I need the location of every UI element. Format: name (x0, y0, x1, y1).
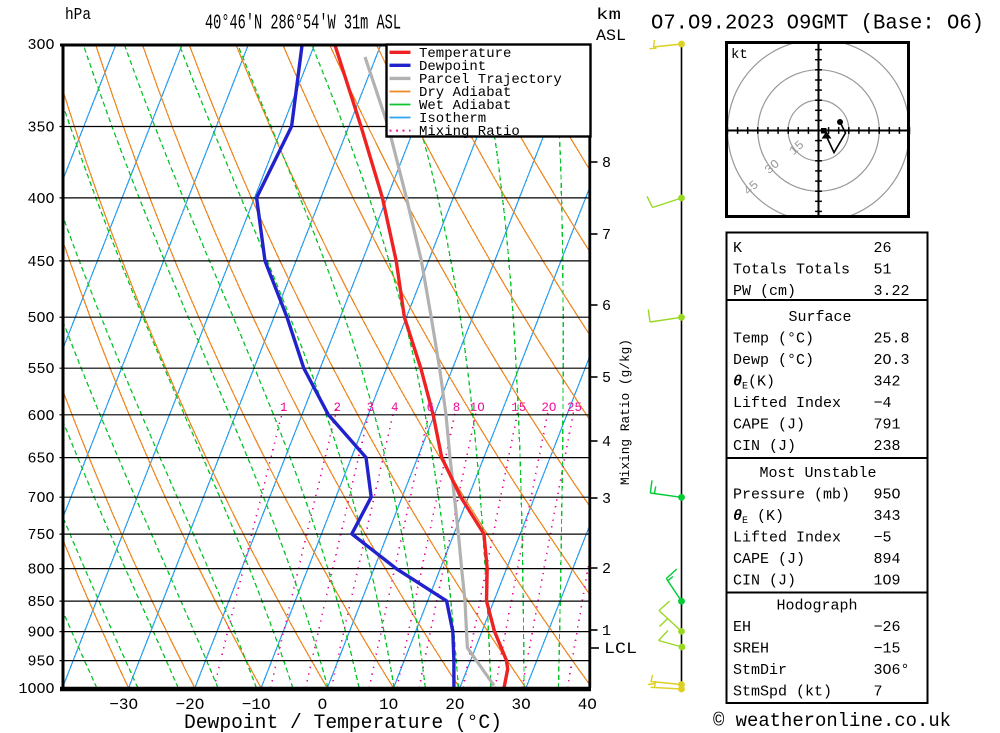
svg-text:343: 343 (874, 508, 901, 525)
svg-text:5OO: 5OO (27, 310, 54, 327)
svg-text:Wet Adiabat: Wet Adiabat (419, 98, 511, 114)
svg-text:65O: 65O (27, 451, 54, 468)
svg-text:1O9: 1O9 (874, 573, 901, 590)
svg-text:2O.3: 2O.3 (874, 352, 910, 369)
svg-text:85O: 85O (27, 594, 54, 611)
svg-text:O7.O9.2O23 O9GMT (Base: O6): O7.O9.2O23 O9GMT (Base: O6) (651, 13, 984, 36)
svg-text:45O: 45O (27, 254, 54, 271)
svg-text:51: 51 (874, 262, 892, 279)
svg-text:© weatheronline.co.uk: © weatheronline.co.uk (713, 710, 951, 732)
svg-text:Parcel Trajectory: Parcel Trajectory (419, 72, 562, 88)
svg-text:Isotherm: Isotherm (419, 111, 486, 127)
svg-text:26: 26 (874, 240, 892, 257)
svg-text:ASL: ASL (596, 27, 626, 45)
svg-text:25: 25 (567, 401, 582, 415)
svg-text:342: 342 (874, 374, 901, 391)
svg-text:−3O: −3O (109, 696, 138, 714)
svg-text:Dewp (°C): Dewp (°C) (733, 352, 814, 369)
svg-text:8OO: 8OO (27, 562, 54, 579)
svg-text:1OOO: 1OOO (18, 681, 54, 698)
svg-text:95O: 95O (874, 487, 901, 504)
svg-text:3OO: 3OO (27, 37, 54, 54)
svg-text:StmDir: StmDir (733, 662, 787, 679)
svg-text:5: 5 (602, 370, 611, 387)
svg-text:LCL: LCL (604, 640, 637, 658)
svg-text:StmSpd (kt): StmSpd (kt) (733, 684, 832, 701)
svg-text:3.22: 3.22 (874, 283, 910, 300)
svg-text:Mixing Ratio: Mixing Ratio (419, 124, 520, 140)
svg-text:EH: EH (733, 619, 751, 636)
svg-text:3: 3 (367, 401, 375, 415)
svg-text:Temp (°C): Temp (°C) (733, 331, 814, 348)
svg-text:CAPE (J): CAPE (J) (733, 551, 805, 568)
svg-text:−4: −4 (874, 395, 892, 412)
svg-text:SREH: SREH (733, 641, 769, 658)
svg-text:8: 8 (453, 401, 461, 415)
svg-text:9OO: 9OO (27, 625, 54, 642)
svg-text:75O: 75O (27, 527, 54, 544)
svg-text:K: K (733, 240, 742, 257)
svg-text:4O: 4O (578, 696, 597, 714)
svg-text:Dewpoint: Dewpoint (419, 59, 486, 75)
svg-text:894: 894 (874, 551, 901, 568)
svg-text:Lifted Index: Lifted Index (733, 395, 841, 412)
svg-text:2: 2 (333, 401, 341, 415)
svg-text:−26: −26 (874, 619, 901, 636)
svg-text:55O: 55O (27, 361, 54, 378)
svg-text:−15: −15 (874, 641, 901, 658)
svg-text:2: 2 (602, 561, 611, 578)
svg-text:CIN (J): CIN (J) (733, 573, 796, 590)
svg-text:Pressure (mb): Pressure (mb) (733, 487, 850, 504)
svg-text:kt: kt (731, 47, 748, 63)
svg-text:7OO: 7OO (27, 490, 54, 507)
svg-text:1O: 1O (470, 401, 485, 415)
svg-text:791: 791 (874, 417, 901, 434)
svg-text:6OO: 6OO (27, 408, 54, 425)
svg-text:CIN (J): CIN (J) (733, 438, 796, 455)
svg-text:CAPE (J): CAPE (J) (733, 417, 805, 434)
svg-text:Dry Adiabat: Dry Adiabat (419, 85, 511, 101)
svg-text:25.8: 25.8 (874, 331, 910, 348)
svg-text:−1O: −1O (242, 696, 271, 714)
svg-text:35O: 35O (27, 120, 54, 137)
svg-text:2O: 2O (541, 401, 556, 415)
svg-text:238: 238 (874, 438, 901, 455)
svg-text:Dewpoint / Temperature (°C): Dewpoint / Temperature (°C) (184, 712, 502, 733)
svg-text:7: 7 (874, 684, 883, 701)
svg-text:15: 15 (511, 401, 526, 415)
svg-text:θE(K): θE(K) (733, 374, 775, 393)
svg-text:2O: 2O (445, 696, 464, 714)
svg-text:7: 7 (602, 227, 611, 244)
svg-text:Mixing Ratio (g/kg): Mixing Ratio (g/kg) (618, 339, 633, 485)
svg-text:1O: 1O (379, 696, 398, 714)
svg-text:4OO: 4OO (27, 191, 54, 208)
svg-text:95O: 95O (27, 654, 54, 671)
svg-text:40°46'N 286°54'W 31m ASL: 40°46'N 286°54'W 31m ASL (205, 13, 401, 36)
svg-text:Totals Totals: Totals Totals (733, 262, 850, 279)
svg-text:3O: 3O (511, 696, 530, 714)
svg-text:−5: −5 (874, 530, 892, 547)
svg-text:1: 1 (602, 623, 611, 640)
svg-text:Most Unstable: Most Unstable (759, 465, 876, 482)
svg-text:4: 4 (391, 401, 399, 415)
svg-text:PW (cm): PW (cm) (733, 283, 796, 300)
svg-text:Temperature: Temperature (419, 46, 511, 62)
svg-text:O: O (318, 696, 328, 714)
svg-text:1: 1 (280, 401, 288, 415)
svg-text:8: 8 (602, 155, 611, 172)
svg-text:Surface: Surface (788, 309, 851, 326)
svg-text:6: 6 (427, 401, 435, 415)
svg-text:6: 6 (602, 298, 611, 315)
svg-text:3: 3 (602, 491, 611, 508)
svg-text:θE (K): θE (K) (733, 508, 784, 527)
svg-text:hPa: hPa (65, 5, 91, 24)
svg-text:3O6°: 3O6° (874, 662, 910, 679)
svg-text:Hodograph: Hodograph (776, 598, 857, 615)
svg-text:4: 4 (602, 434, 611, 451)
svg-text:−2O: −2O (175, 696, 204, 714)
svg-text:Lifted Index: Lifted Index (733, 530, 841, 547)
svg-text:km: km (596, 6, 621, 24)
